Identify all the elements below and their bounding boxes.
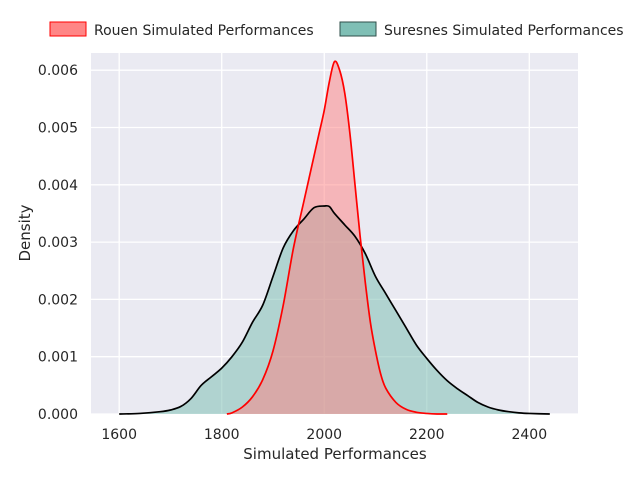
x-tick-label: 2000 [306, 427, 342, 443]
y-tick-label: 0.001 [38, 350, 78, 366]
y-tick-label: 0.000 [38, 407, 78, 423]
y-axis-ticks: 0.000 0.001 0.002 0.003 0.004 0.005 0.006 [38, 63, 78, 423]
x-tick-label: 1800 [204, 427, 240, 443]
x-axis-ticks: 1600 1800 2000 2200 2400 [101, 427, 547, 443]
density-lines [119, 60, 550, 415]
y-tick-label: 0.005 [38, 120, 78, 136]
density-areas [119, 61, 550, 414]
legend-swatch-rouen [49, 21, 87, 37]
density-line-rouen [226, 60, 448, 415]
x-tick-label: 2400 [511, 427, 547, 443]
x-axis-label: Simulated Performances [243, 445, 427, 463]
x-tick-label: 1600 [101, 427, 137, 443]
legend-swatch-suresnes [339, 21, 377, 37]
x-tick-label: 2200 [409, 427, 445, 443]
legend: Rouen Simulated Performances Suresnes Si… [49, 21, 624, 39]
legend-label-suresnes: Suresnes Simulated Performances [384, 23, 624, 39]
density-area-rouen [226, 61, 448, 414]
y-tick-label: 0.002 [38, 292, 78, 308]
y-tick-label: 0.004 [38, 178, 78, 194]
y-tick-label: 0.006 [38, 63, 78, 79]
legend-label-rouen: Rouen Simulated Performances [94, 23, 314, 39]
density-line-suresnes [119, 204, 550, 415]
y-axis-label: Density [16, 204, 34, 261]
y-tick-label: 0.003 [38, 235, 78, 251]
